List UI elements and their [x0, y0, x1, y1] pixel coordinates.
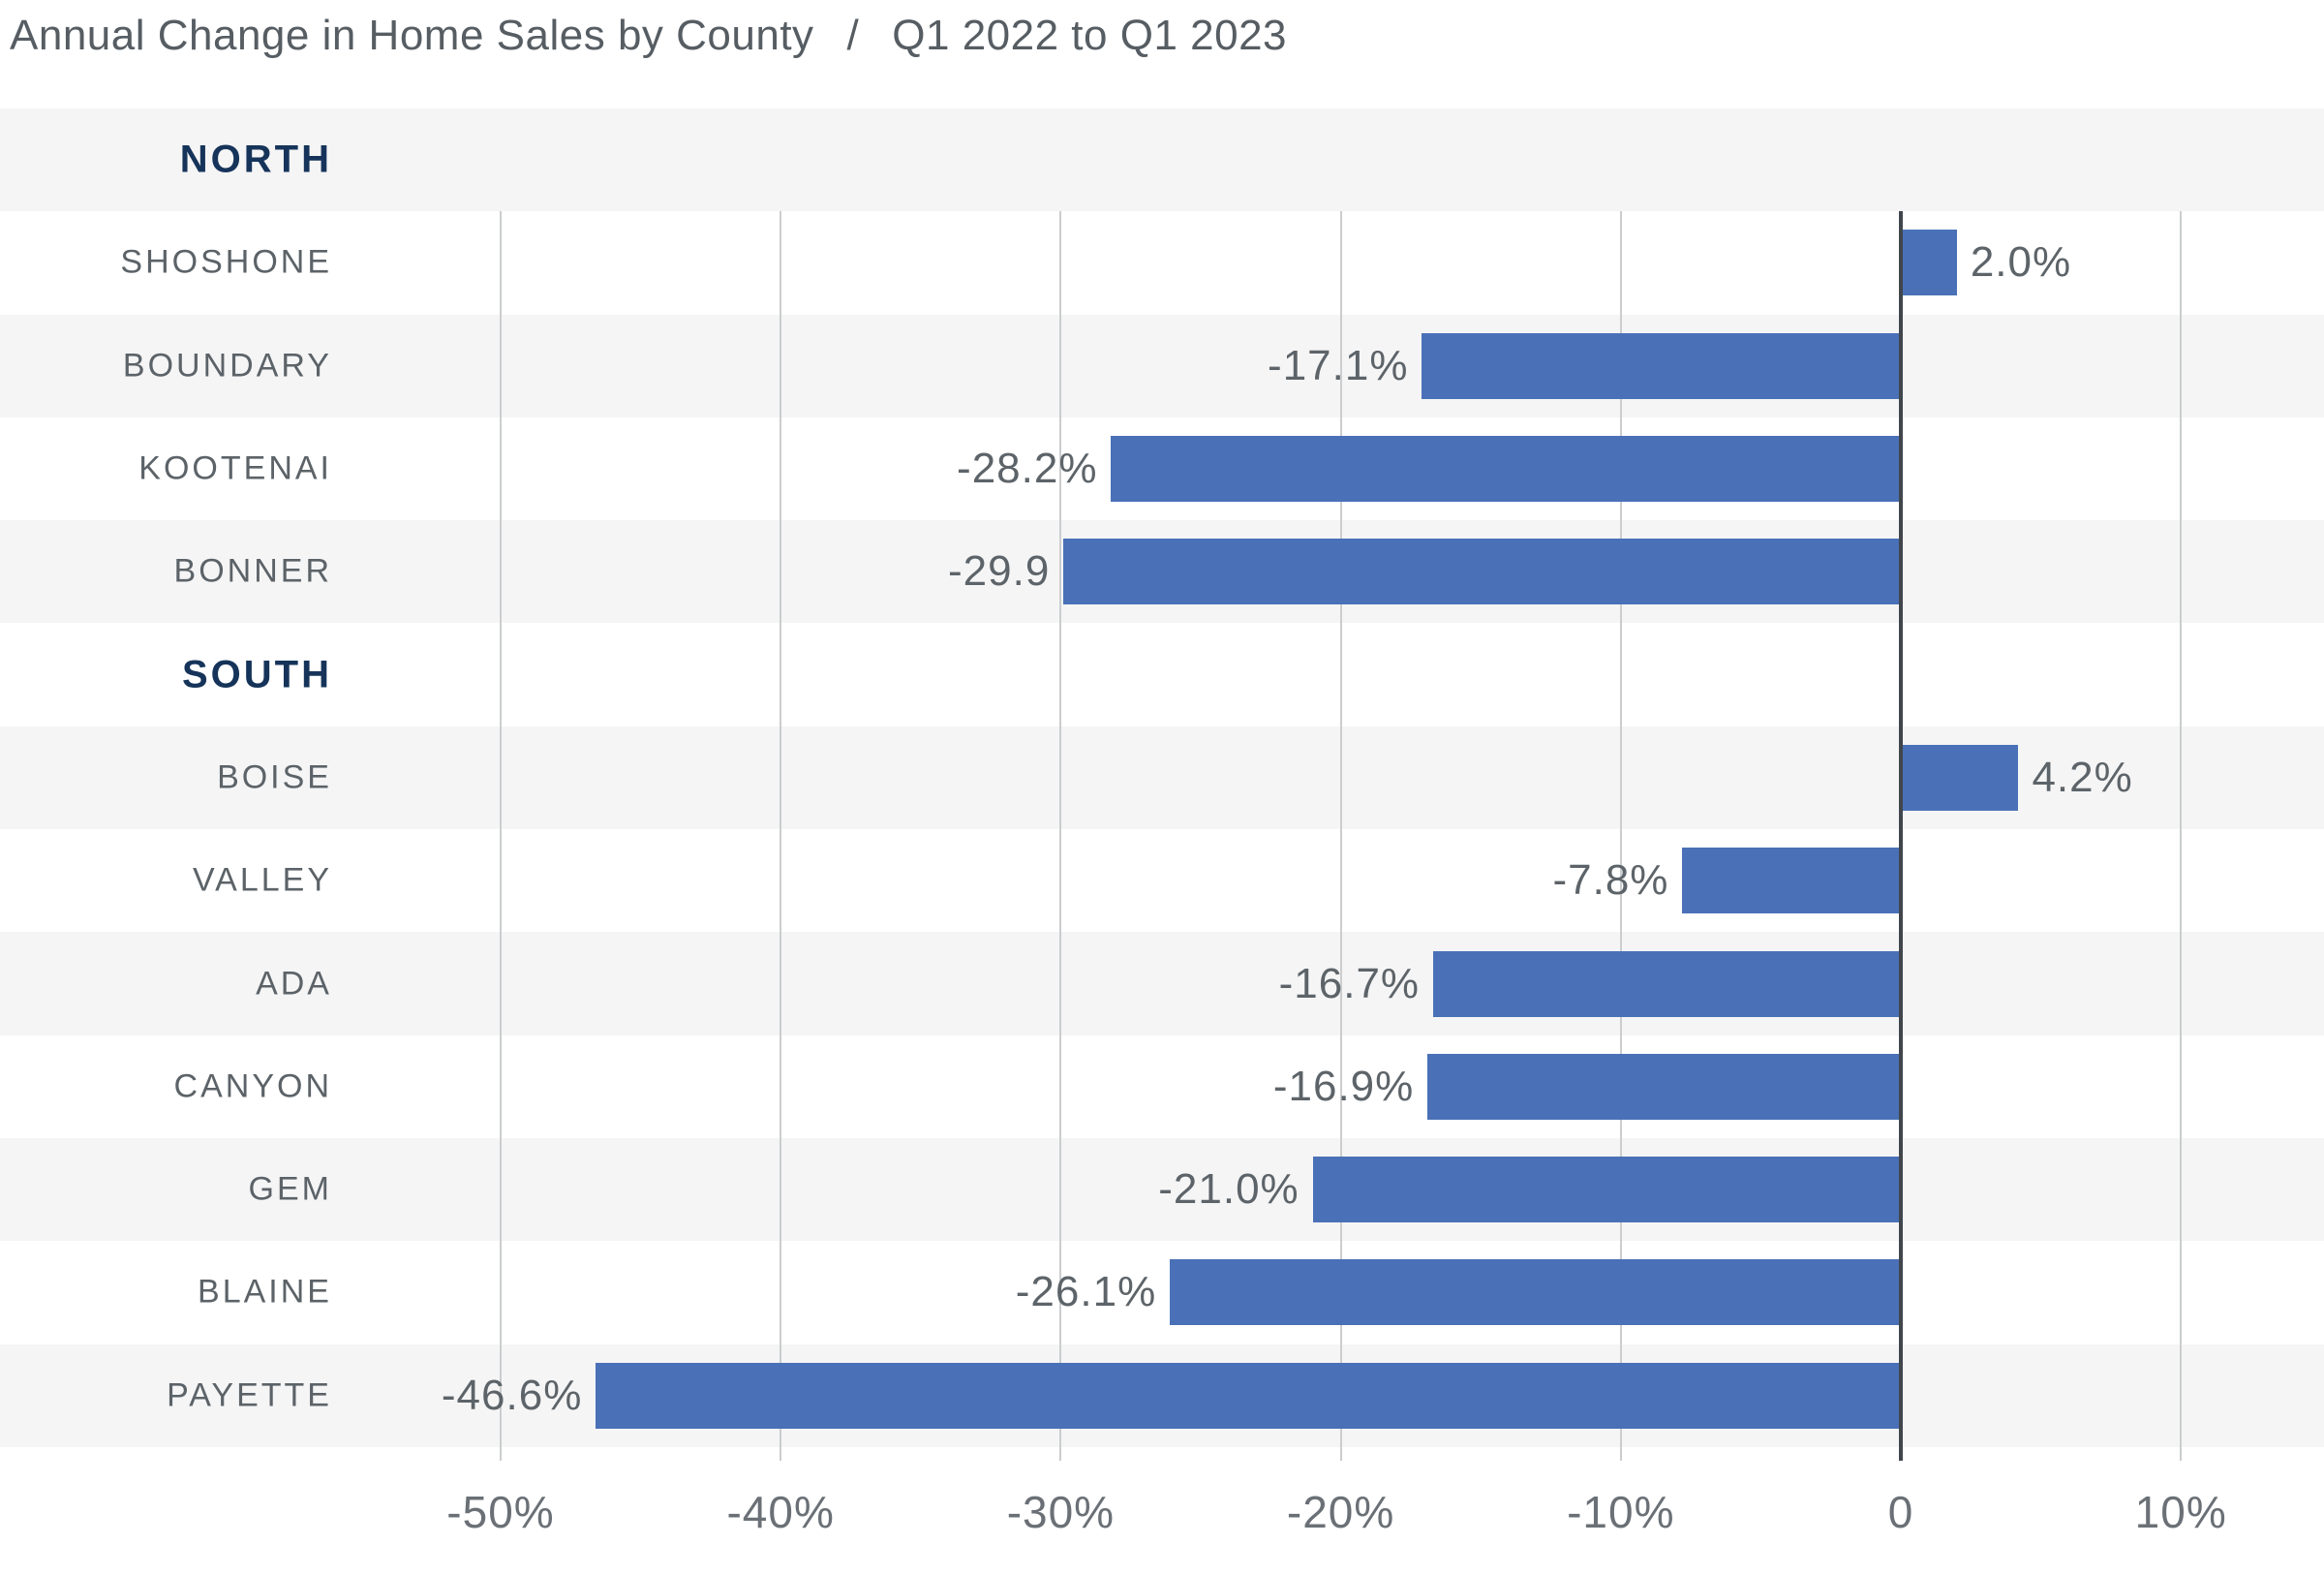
- row-band: [0, 314, 2324, 417]
- row-band: [0, 932, 2324, 1035]
- row-band: [0, 1138, 2324, 1242]
- chart-title-separator: /: [846, 12, 860, 59]
- bar: [1312, 1157, 1901, 1223]
- gridline: [500, 211, 502, 1461]
- county-label: BOISE: [217, 758, 332, 796]
- value-label: -16.9%: [1272, 1062, 1415, 1110]
- axis-tick-label: -10%: [1567, 1487, 1675, 1537]
- row-band: [0, 1241, 2324, 1344]
- gridline: [2180, 211, 2183, 1461]
- chart-title-main: Annual Change in Home Sales by County: [10, 12, 814, 59]
- value-label: -7.8%: [1552, 856, 1669, 905]
- bar: [1170, 1259, 1901, 1326]
- county-label: KOOTENAI: [138, 449, 332, 487]
- value-label: 4.2%: [2032, 753, 2133, 801]
- bar: [1901, 230, 1957, 296]
- bar: [1111, 436, 1901, 503]
- gridline: [780, 211, 782, 1461]
- row-band: [0, 829, 2324, 933]
- value-label: -17.1%: [1268, 341, 1409, 389]
- county-label: PAYETTE: [167, 1376, 332, 1414]
- county-label: SHOSHONE: [120, 243, 332, 281]
- zero-axis-line: [1899, 211, 1903, 1461]
- axis-tick-label: -50%: [446, 1487, 555, 1537]
- bar: [1433, 950, 1901, 1017]
- gridline: [1339, 211, 1342, 1461]
- axis-tick-label: -30%: [1006, 1487, 1116, 1537]
- axis-tick-label: 0: [1887, 1487, 1914, 1537]
- bar: [1682, 848, 1901, 914]
- value-label: -16.7%: [1278, 959, 1421, 1007]
- value-label: -28.2%: [957, 445, 1098, 493]
- county-label: GEM: [248, 1170, 332, 1208]
- group-header-south: SOUTH: [182, 653, 332, 696]
- group-header-north: NORTH: [179, 138, 332, 181]
- county-label: CANYON: [173, 1067, 332, 1105]
- value-label: -21.0%: [1158, 1165, 1300, 1214]
- row-band: [0, 1035, 2324, 1138]
- county-label: BLAINE: [198, 1273, 332, 1311]
- county-label: ADA: [256, 965, 332, 1003]
- value-label: -46.6%: [441, 1371, 583, 1419]
- gridline: [1619, 211, 1622, 1461]
- bar: [1427, 1053, 1901, 1120]
- axis-tick-label: -20%: [1286, 1487, 1395, 1537]
- value-label: -29.9: [948, 547, 1051, 596]
- value-label: 2.0%: [1970, 238, 2072, 287]
- bar: [1422, 332, 1901, 399]
- county-label: BOUNDARY: [122, 347, 332, 385]
- bar: [596, 1362, 1901, 1429]
- county-label: BONNER: [173, 552, 332, 590]
- value-label: -26.1%: [1015, 1268, 1157, 1316]
- group-band: [0, 623, 2324, 726]
- axis-tick-label: -40%: [726, 1487, 835, 1537]
- axis-tick-label: 10%: [2134, 1487, 2227, 1537]
- county-label: VALLEY: [192, 861, 332, 899]
- bar: [1901, 744, 2019, 811]
- chart-title-subtitle: Q1 2022 to Q1 2023: [892, 12, 1288, 59]
- bar: [1063, 539, 1901, 605]
- gridline: [1059, 211, 1062, 1461]
- group-band: [0, 108, 2324, 212]
- chart-title: Annual Change in Home Sales by County / …: [10, 12, 1287, 61]
